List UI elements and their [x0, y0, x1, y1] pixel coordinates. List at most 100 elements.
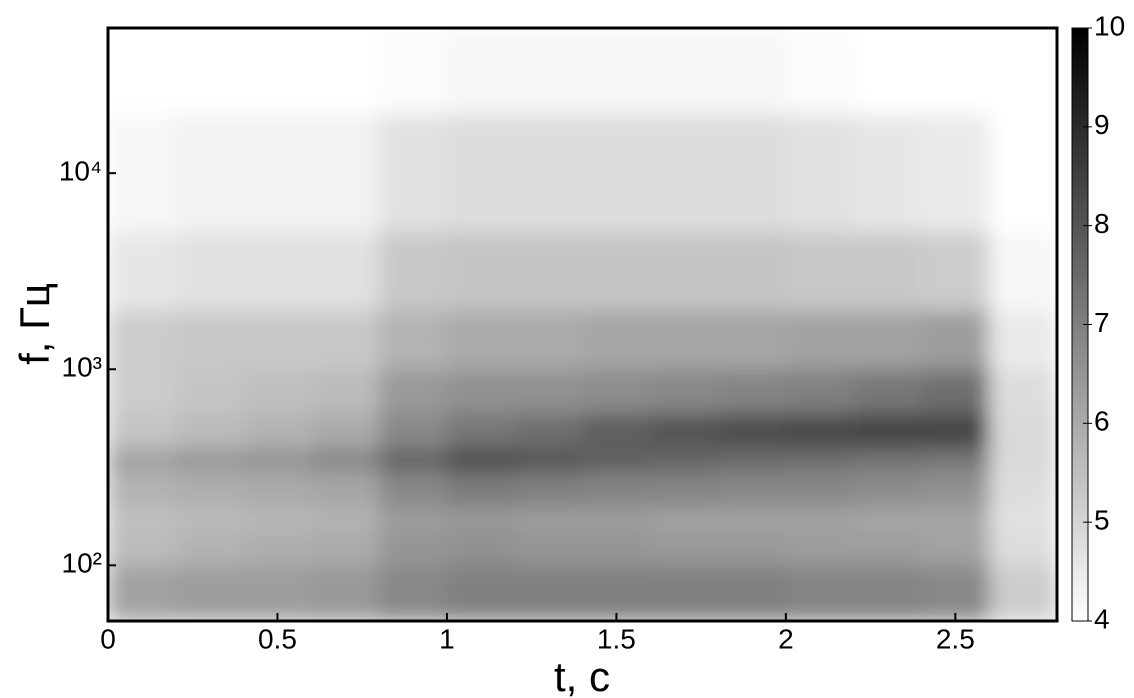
heatmap-cell — [175, 310, 245, 370]
heatmap-cell — [989, 310, 1057, 370]
heatmap-cell — [379, 114, 448, 233]
heatmap-cell — [379, 310, 448, 370]
heatmap-cell — [446, 412, 516, 448]
heatmap-cell — [921, 565, 990, 621]
heatmap-cell — [446, 310, 516, 370]
heatmap-cell — [582, 412, 651, 448]
heatmap-cell — [379, 447, 448, 473]
heatmap-cell — [582, 369, 651, 414]
heatmap-cell — [853, 369, 922, 414]
x-tick-label: 2 — [778, 623, 794, 654]
heatmap-cell — [514, 232, 583, 311]
heatmap-cell — [650, 471, 719, 507]
y-tick-label: 10² — [62, 548, 102, 579]
heatmap-cell — [311, 114, 380, 233]
heatmap-cell — [718, 114, 787, 233]
heatmap-cell — [921, 471, 990, 507]
colorbar-tick-label: 7 — [1094, 307, 1110, 338]
heatmap-cell — [853, 28, 922, 115]
y-axis-title: f, Гц — [11, 283, 58, 365]
heatmap-cell — [243, 232, 312, 311]
heatmap-cell — [311, 530, 380, 566]
heatmap-cell — [311, 506, 380, 532]
y-tick-label: 10³ — [62, 352, 102, 383]
heatmap-cell — [718, 506, 787, 532]
heatmap-cell — [514, 447, 583, 473]
heatmap-cell — [175, 232, 245, 311]
heatmap-cell — [514, 114, 583, 233]
heatmap-cell — [108, 369, 177, 414]
heatmap-cell — [921, 28, 990, 115]
heatmap-cell — [650, 369, 719, 414]
heatmap-cell — [650, 412, 719, 448]
heatmap-cell — [989, 530, 1057, 566]
heatmap-cell — [108, 506, 177, 532]
heatmap-cell — [785, 232, 855, 311]
heatmap-cell — [108, 447, 177, 473]
heatmap-cell — [582, 471, 651, 507]
heatmap-cell — [446, 565, 516, 621]
heatmap-cell — [446, 369, 516, 414]
heatmap-cell — [650, 506, 719, 532]
heatmap-cell — [989, 471, 1057, 507]
heatmap-cell — [446, 506, 516, 532]
heatmap-cell — [379, 471, 448, 507]
heatmap-cell — [989, 412, 1057, 448]
heatmap-cell — [175, 114, 245, 233]
heatmap-cell — [311, 369, 380, 414]
heatmap-cell — [446, 447, 516, 473]
heatmap-cell — [514, 310, 583, 370]
heatmap-cell — [921, 232, 990, 311]
heatmap-cell — [379, 530, 448, 566]
heatmap-cell — [175, 506, 245, 532]
heatmap-cell — [108, 232, 177, 311]
heatmap-cell — [514, 28, 583, 115]
heatmap-cell — [582, 506, 651, 532]
heatmap-cell — [718, 530, 787, 566]
heatmap-cell — [718, 28, 787, 115]
heatmap-cell — [175, 565, 245, 621]
heatmap-cell — [785, 369, 855, 414]
heatmap-cell — [650, 447, 719, 473]
heatmap-cell — [989, 565, 1057, 621]
heatmap-cell — [243, 310, 312, 370]
x-tick-label: 0 — [100, 623, 116, 654]
heatmap-cell — [718, 447, 787, 473]
heatmap-cell — [785, 114, 855, 233]
heatmap-cell — [785, 471, 855, 507]
heatmap-cell — [853, 232, 922, 311]
heatmap-cell — [650, 565, 719, 621]
heatmap-cell — [379, 369, 448, 414]
heatmap-cell — [175, 28, 245, 115]
heatmap-cell — [243, 506, 312, 532]
heatmap-cell — [514, 565, 583, 621]
heatmap-cell — [108, 310, 177, 370]
heatmap-cell — [514, 530, 583, 566]
heatmap-cell — [582, 530, 651, 566]
heatmap-cell — [243, 369, 312, 414]
heatmap-cell — [785, 28, 855, 115]
heatmap-cell — [718, 412, 787, 448]
heatmap-cell — [379, 28, 448, 115]
heatmap-cell — [311, 471, 380, 507]
heatmap-cell — [243, 530, 312, 566]
heatmap-cell — [311, 232, 380, 311]
heatmap-cell — [108, 565, 177, 621]
heatmap-cell — [379, 506, 448, 532]
heatmap-cell — [921, 447, 990, 473]
heatmap-cell — [853, 506, 922, 532]
heatmap-cell — [175, 447, 245, 473]
heatmap-cell — [921, 310, 990, 370]
heatmap-cell — [853, 310, 922, 370]
colorbar-tick-label: 5 — [1094, 505, 1110, 536]
heatmap-cell — [650, 530, 719, 566]
heatmap-cell — [446, 471, 516, 507]
heatmap-cell — [921, 412, 990, 448]
y-tick-label: 10⁴ — [59, 156, 102, 187]
heatmap-cell — [446, 530, 516, 566]
heatmap-cell — [650, 114, 719, 233]
heatmap-cell — [785, 412, 855, 448]
heatmap-cell — [243, 114, 312, 233]
heatmap-cell — [582, 310, 651, 370]
heatmap-cell — [514, 412, 583, 448]
